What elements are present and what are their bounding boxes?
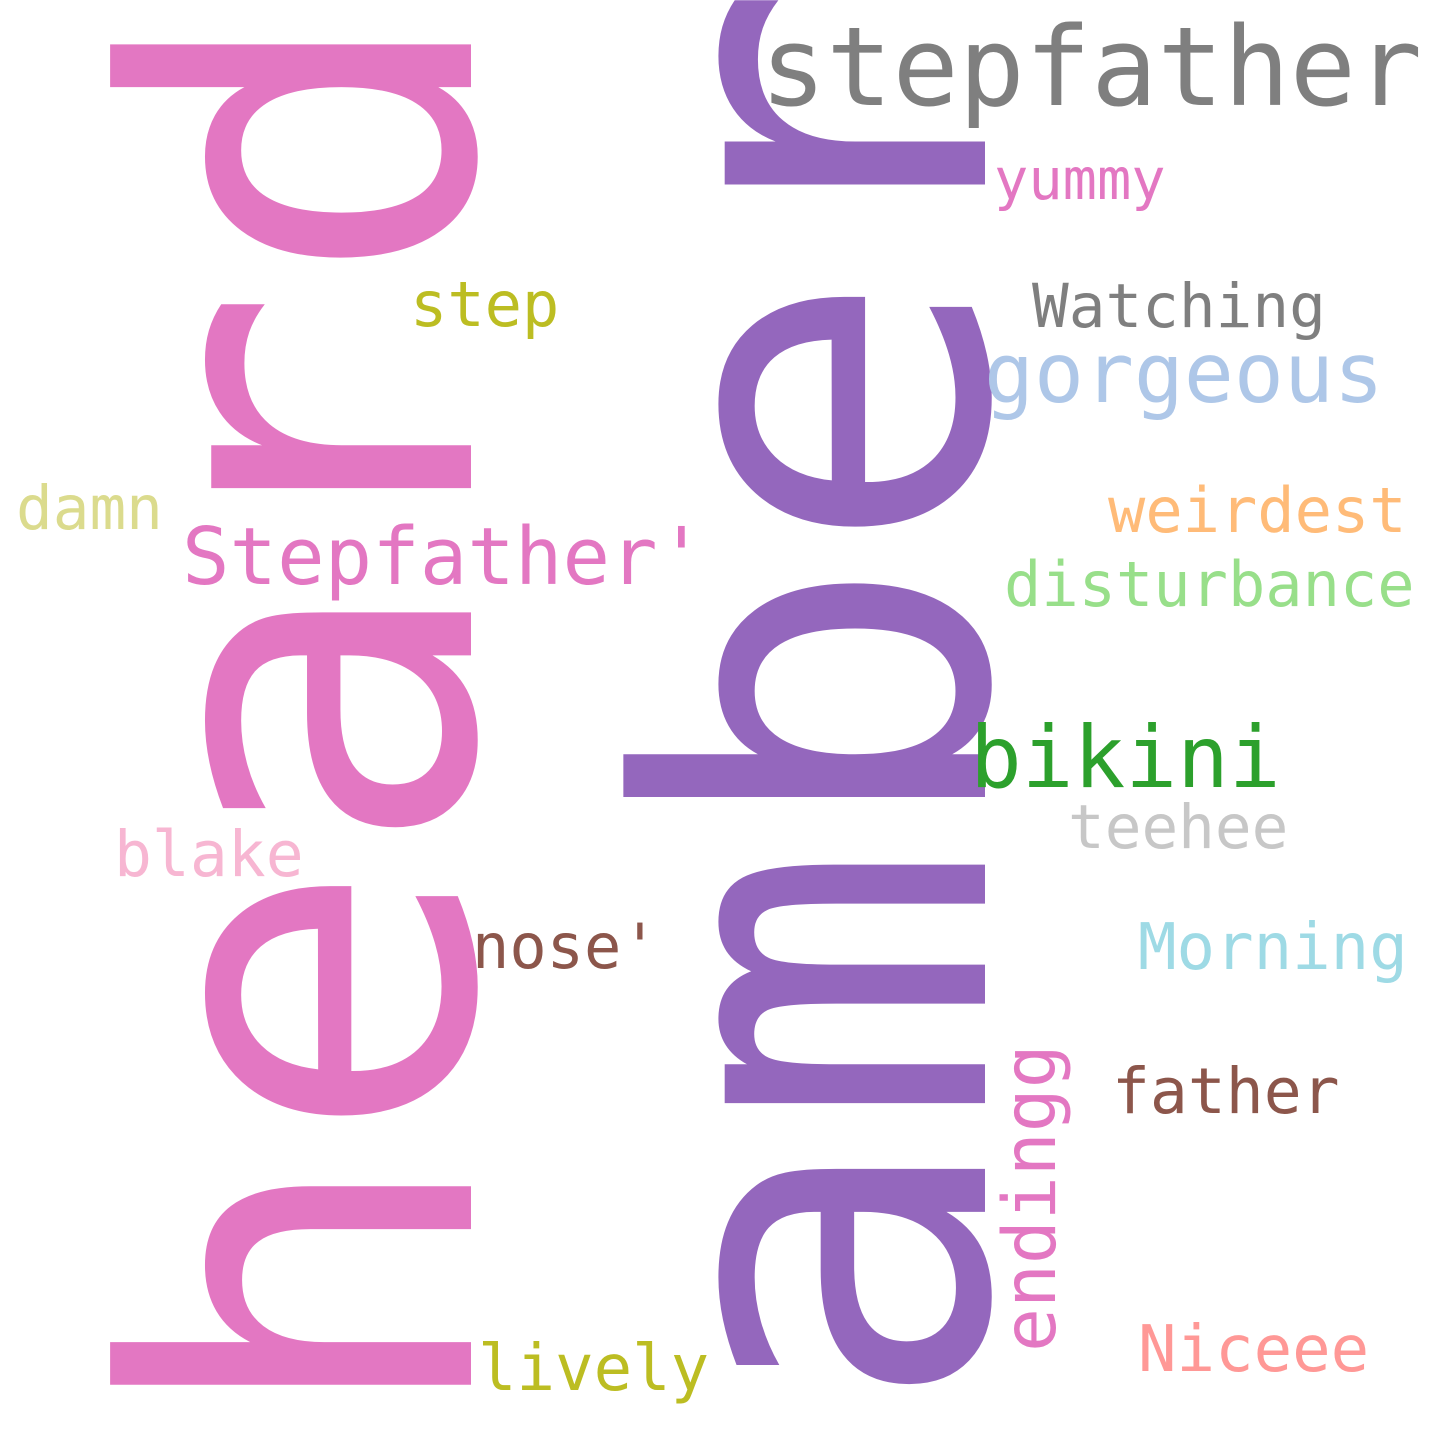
word-disturbance: disturbance (1004, 548, 1415, 621)
word-lively: lively (478, 1332, 710, 1406)
word-step: step (410, 268, 560, 341)
word-weirdest: weirdest (1108, 474, 1407, 547)
word-bikini: bikini (970, 708, 1281, 808)
word-yummy: yummy (994, 147, 1166, 213)
word-gorgeous: gorgeous (984, 325, 1384, 422)
word-niceee: Niceee (1138, 1313, 1370, 1387)
word-endingg: endingg (988, 1044, 1073, 1352)
word-heard: heard (31, 0, 584, 1430)
word-blake: blake (114, 818, 304, 891)
word-stepfather-quote: Stepfather' (182, 511, 706, 603)
word-teehee: teehee (1068, 792, 1289, 863)
word-watching: Watching (1032, 271, 1326, 342)
word-damn: damn (16, 473, 163, 544)
word-stepfather: stepfather (760, 3, 1423, 131)
word-nose: nose' (472, 910, 659, 983)
word-father: father (1112, 1055, 1340, 1128)
word-morning: Morning (1138, 911, 1408, 985)
